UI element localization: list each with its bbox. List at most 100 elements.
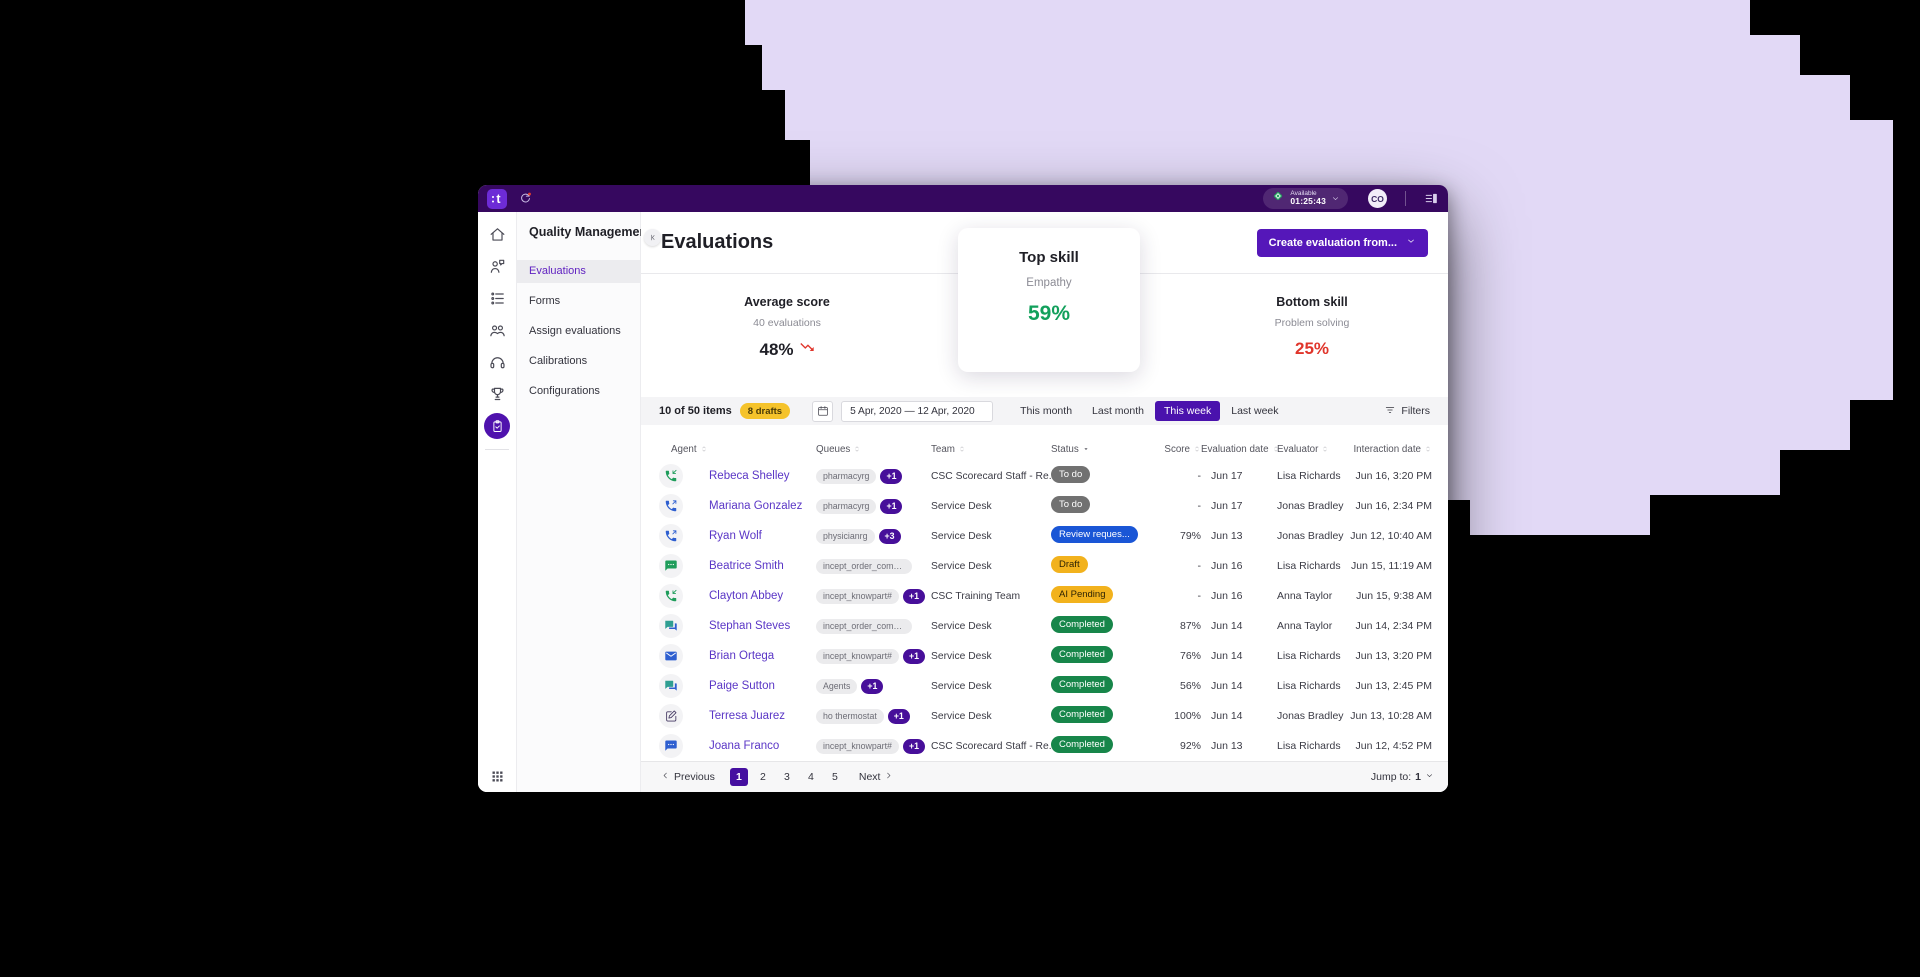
- queue-extra-badge[interactable]: +1: [902, 738, 925, 754]
- drafts-badge[interactable]: 8 drafts: [739, 403, 791, 419]
- column-header-agent[interactable]: Agent: [659, 444, 816, 455]
- chevron-down-icon: [1425, 771, 1434, 783]
- score-cell: 92%: [1179, 740, 1201, 752]
- avatar[interactable]: CO: [1368, 189, 1387, 208]
- page-button-2[interactable]: 2: [754, 768, 772, 786]
- agent-link[interactable]: Ryan Wolf: [709, 530, 762, 542]
- queue-extra-badge[interactable]: +3: [878, 528, 901, 544]
- quick-filter-this-month[interactable]: This month: [1011, 401, 1081, 421]
- caret-down-icon: [1084, 448, 1088, 450]
- agent-link[interactable]: Beatrice Smith: [709, 560, 784, 572]
- column-header-evaluator[interactable]: Evaluator: [1277, 444, 1349, 455]
- queues-cell: incept_knowpart# +1: [816, 588, 931, 604]
- queue-extra-badge[interactable]: +1: [887, 708, 910, 724]
- status-badge: Completed: [1051, 706, 1113, 723]
- availability-pill[interactable]: Available 01:25:43: [1263, 188, 1348, 209]
- channel-cell: [659, 734, 709, 758]
- calendar-button[interactable]: [812, 400, 834, 422]
- nav-item-evaluations[interactable]: Evaluations: [517, 260, 640, 283]
- queue-extra-badge[interactable]: +1: [902, 648, 925, 664]
- agent-link[interactable]: Mariana Gonzalez: [709, 500, 803, 512]
- apps-grid-button[interactable]: [490, 769, 505, 784]
- column-header-score[interactable]: Score: [1155, 444, 1201, 455]
- agent-link[interactable]: Paige Sutton: [709, 680, 775, 692]
- queue-extra-badge[interactable]: +1: [880, 468, 903, 484]
- rail-item-home[interactable]: [484, 221, 510, 247]
- table-row[interactable]: Mariana Gonzalez pharmacyrg +1 Service Desk…: [641, 491, 1448, 521]
- jump-to-select[interactable]: Jump to: 1: [1371, 771, 1434, 783]
- agent-link[interactable]: Stephan Steves: [709, 620, 791, 632]
- collapse-nav-button[interactable]: [644, 229, 661, 246]
- page-header: Evaluations Create evaluation from...: [641, 212, 1448, 274]
- rail-item-trophy[interactable]: [484, 381, 510, 407]
- queues-cell: physicianrg +3: [816, 528, 931, 544]
- app-logo[interactable]: t: [487, 188, 507, 209]
- column-header-evaluation-date[interactable]: Evaluation date: [1201, 443, 1280, 455]
- status-cell: To do: [1051, 466, 1155, 486]
- quick-filter-this-week[interactable]: This week: [1154, 401, 1221, 421]
- queue-extra-badge[interactable]: +1: [880, 498, 903, 514]
- chevron-down-icon: [1426, 774, 1433, 777]
- channel-phone-outgoing: [659, 524, 683, 548]
- quick-filter-last-week[interactable]: Last week: [1222, 401, 1287, 421]
- table-row[interactable]: Terresa Juarez ho thermostat +1 Service Des…: [641, 701, 1448, 731]
- table-row[interactable]: Paige Sutton Agents +1 Service Desk Complete…: [641, 671, 1448, 701]
- table-row[interactable]: Ryan Wolf physicianrg +3 Service Desk Review…: [641, 521, 1448, 551]
- team-cell: CSC Scorecard Staff - Re...: [931, 470, 1051, 482]
- page-button-4[interactable]: 4: [802, 768, 820, 786]
- table-row[interactable]: Rebeca Shelley pharmacyrg +1 CSC Scorecard …: [641, 461, 1448, 491]
- side-panel-icon[interactable]: [1424, 191, 1439, 206]
- sort-desc-icon: [1082, 445, 1090, 453]
- rail-item-workflow[interactable]: [484, 285, 510, 311]
- nav-item-forms[interactable]: Forms: [529, 295, 561, 307]
- queue-pill: incept_order_completion: [816, 558, 912, 574]
- table-row[interactable]: Stephan Steves incept_order_completion Ser…: [641, 611, 1448, 641]
- rail-item-conversation[interactable]: [484, 253, 510, 279]
- score-cell: -: [1197, 500, 1202, 512]
- sort-icon: [1323, 446, 1327, 452]
- agent-link[interactable]: Clayton Abbey: [709, 590, 784, 602]
- sort-icon: [702, 446, 706, 452]
- next-page-button[interactable]: Next: [853, 770, 900, 784]
- agent-link[interactable]: Terresa Juarez: [709, 710, 786, 722]
- create-evaluation-button[interactable]: Create evaluation from...: [1256, 228, 1428, 257]
- queue-extra-badge[interactable]: +1: [902, 588, 925, 604]
- table-row[interactable]: Clayton Abbey incept_knowpart# +1 CSC Train…: [641, 581, 1448, 611]
- rail-item-teams[interactable]: [484, 317, 510, 343]
- previous-page-button[interactable]: Previous: [655, 770, 721, 784]
- sync-status-icon[interactable]: [518, 191, 533, 206]
- filters-button[interactable]: Filters: [1384, 404, 1430, 419]
- table-row[interactable]: Joana Franco incept_knowpart# +1 CSC Scorec…: [641, 731, 1448, 761]
- chevron-down-icon: [1332, 197, 1339, 200]
- nav-item-calibrations[interactable]: Calibrations: [529, 355, 588, 367]
- table-row[interactable]: Beatrice Smith incept_order_completion Ser…: [641, 551, 1448, 581]
- nav-item-configurations[interactable]: Configurations: [529, 385, 600, 397]
- interaction-date-cell: Jun 13, 10:28 AM: [1350, 710, 1432, 722]
- status-cell: To do: [1051, 496, 1155, 516]
- column-header-status[interactable]: Status: [1051, 444, 1155, 455]
- evaluation-date-cell: Jun 17: [1211, 500, 1243, 512]
- table-row[interactable]: Brian Ortega incept_knowpart# +1 Service De…: [641, 641, 1448, 671]
- interaction-date-cell: Jun 13, 2:45 PM: [1355, 680, 1432, 692]
- agent-link[interactable]: Joana Franco: [709, 740, 780, 752]
- column-label: Evaluation date: [1201, 443, 1269, 455]
- column-header-team[interactable]: Team: [931, 444, 1051, 455]
- column-label: Status: [1051, 443, 1079, 455]
- nav-item-assign-evaluations[interactable]: Assign evaluations: [529, 325, 621, 337]
- page-button-1[interactable]: 1: [729, 768, 748, 786]
- page-button-3[interactable]: 3: [778, 768, 796, 786]
- queue-extra-badge[interactable]: +1: [861, 678, 884, 694]
- page-button-5[interactable]: 5: [826, 768, 844, 786]
- column-header-queues[interactable]: Queues: [816, 444, 931, 455]
- date-range-input[interactable]: [841, 400, 994, 422]
- agent-link[interactable]: Rebeca Shelley: [709, 470, 790, 482]
- rail-item-headset[interactable]: [484, 349, 510, 375]
- agent-link[interactable]: Brian Ortega: [709, 650, 775, 662]
- channel-cell: [659, 644, 709, 668]
- chevron-down-icon: [1408, 239, 1414, 243]
- quick-filter-last-month[interactable]: Last month: [1083, 401, 1153, 421]
- sort-icon: [1272, 445, 1280, 453]
- column-header-interaction-date[interactable]: Interaction date: [1349, 444, 1432, 455]
- rail-item-quality[interactable]: [484, 413, 510, 439]
- sort-icon: [853, 445, 861, 453]
